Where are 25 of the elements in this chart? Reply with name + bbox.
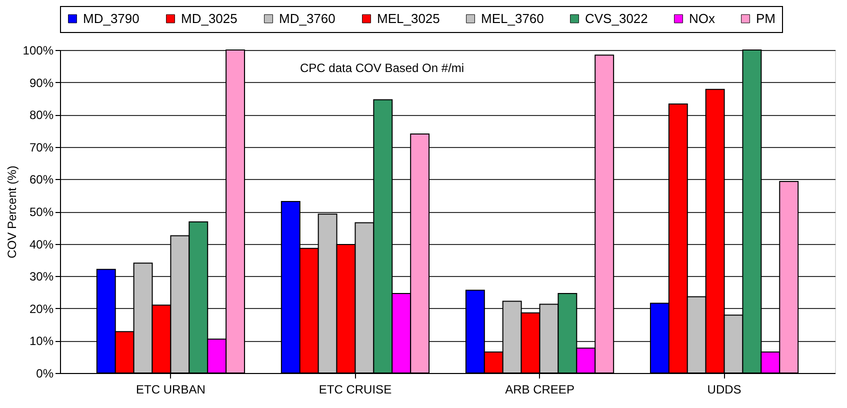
annotation: CPC data COV Based On #/mi [300, 61, 464, 75]
legend-label: MD_3760 [279, 10, 336, 26]
y-tick-label: 70% [29, 140, 54, 154]
y-tick-label: 0% [36, 366, 54, 380]
legend-label: MEL_3760 [481, 10, 544, 26]
legend-label: MD_3790 [83, 10, 140, 26]
y-tick-label: 90% [29, 76, 54, 90]
y-tick-label: 50% [29, 205, 54, 219]
y-tick-label: 100% [22, 44, 54, 58]
x-tick-label: UDDS [707, 382, 742, 396]
y-tick-label: 40% [29, 237, 54, 252]
x-tick-label: ARB CREEP [505, 382, 574, 396]
legend-label: CVS_3022 [585, 10, 648, 26]
x-tick-label: ETC URBAN [136, 382, 206, 396]
legend-label: NOx [689, 10, 716, 26]
legend-label: PM [756, 10, 776, 26]
y-tick-label: 30% [29, 270, 54, 284]
y-tick-label: 60% [29, 172, 54, 187]
y-axis-title: COV Percent (%) [4, 166, 19, 258]
y-tick-label: 20% [29, 302, 54, 316]
y-tick-label: 10% [29, 334, 54, 348]
legend-label: MD_3025 [181, 10, 238, 26]
y-tick-label: 80% [29, 108, 54, 122]
legend-label: MEL_3025 [377, 10, 440, 26]
x-tick-label: ETC CRUISE [318, 382, 392, 396]
